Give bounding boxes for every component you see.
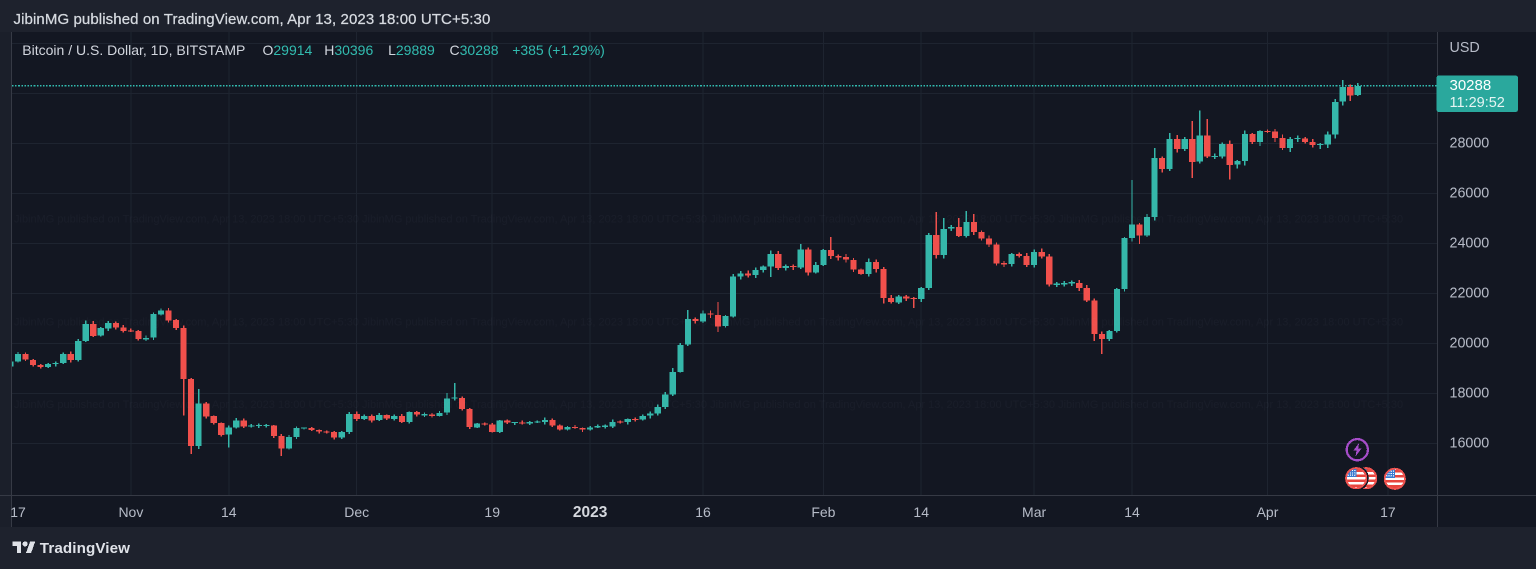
svg-text:18000: 18000 [1450, 386, 1490, 402]
svg-text:JibinMG published on TradingVi: JibinMG published on TradingView.com, Ap… [14, 11, 491, 28]
svg-text:11:29:52: 11:29:52 [1450, 95, 1505, 111]
svg-text:14: 14 [221, 504, 237, 520]
svg-text:Mar: Mar [1022, 504, 1046, 520]
svg-text:Nov: Nov [118, 504, 143, 520]
svg-text:Apr: Apr [1257, 504, 1279, 520]
svg-text:Bitcoin / U.S. Dollar, 1D, BIT: Bitcoin / U.S. Dollar, 1D, BITSTAMP [22, 42, 245, 58]
svg-text:H30396: H30396 [324, 42, 373, 58]
svg-text:TradingView: TradingView [40, 540, 130, 557]
svg-text:20000: 20000 [1450, 336, 1490, 352]
svg-text:19: 19 [484, 504, 500, 520]
svg-text:17: 17 [1380, 504, 1396, 520]
svg-text:17: 17 [10, 504, 26, 520]
svg-text:Feb: Feb [811, 504, 835, 520]
svg-text:L29889: L29889 [388, 42, 435, 58]
svg-text:C30288: C30288 [450, 42, 499, 58]
svg-text:+385 (+1.29%): +385 (+1.29%) [512, 42, 605, 58]
svg-text:22000: 22000 [1450, 286, 1490, 302]
svg-text:O29914: O29914 [263, 42, 313, 58]
svg-text:JibinMG published on TradingVi: JibinMG published on TradingView.com, Ap… [14, 214, 1403, 226]
svg-text:14: 14 [913, 504, 929, 520]
svg-text:2023: 2023 [573, 504, 608, 521]
svg-text:JibinMG published on TradingVi: JibinMG published on TradingView.com, Ap… [14, 317, 1403, 329]
svg-text:28000: 28000 [1450, 136, 1490, 152]
svg-text:14: 14 [1124, 504, 1140, 520]
svg-text:26000: 26000 [1450, 186, 1490, 202]
svg-text:16000: 16000 [1450, 436, 1490, 452]
svg-text:24000: 24000 [1450, 236, 1490, 252]
svg-text:USD: USD [1450, 40, 1480, 56]
svg-text:30288: 30288 [1450, 77, 1492, 94]
svg-text:JibinMG published on TradingVi: JibinMG published on TradingView.com, Ap… [14, 399, 1403, 411]
svg-text:Dec: Dec [344, 504, 369, 520]
svg-text:16: 16 [695, 504, 711, 520]
